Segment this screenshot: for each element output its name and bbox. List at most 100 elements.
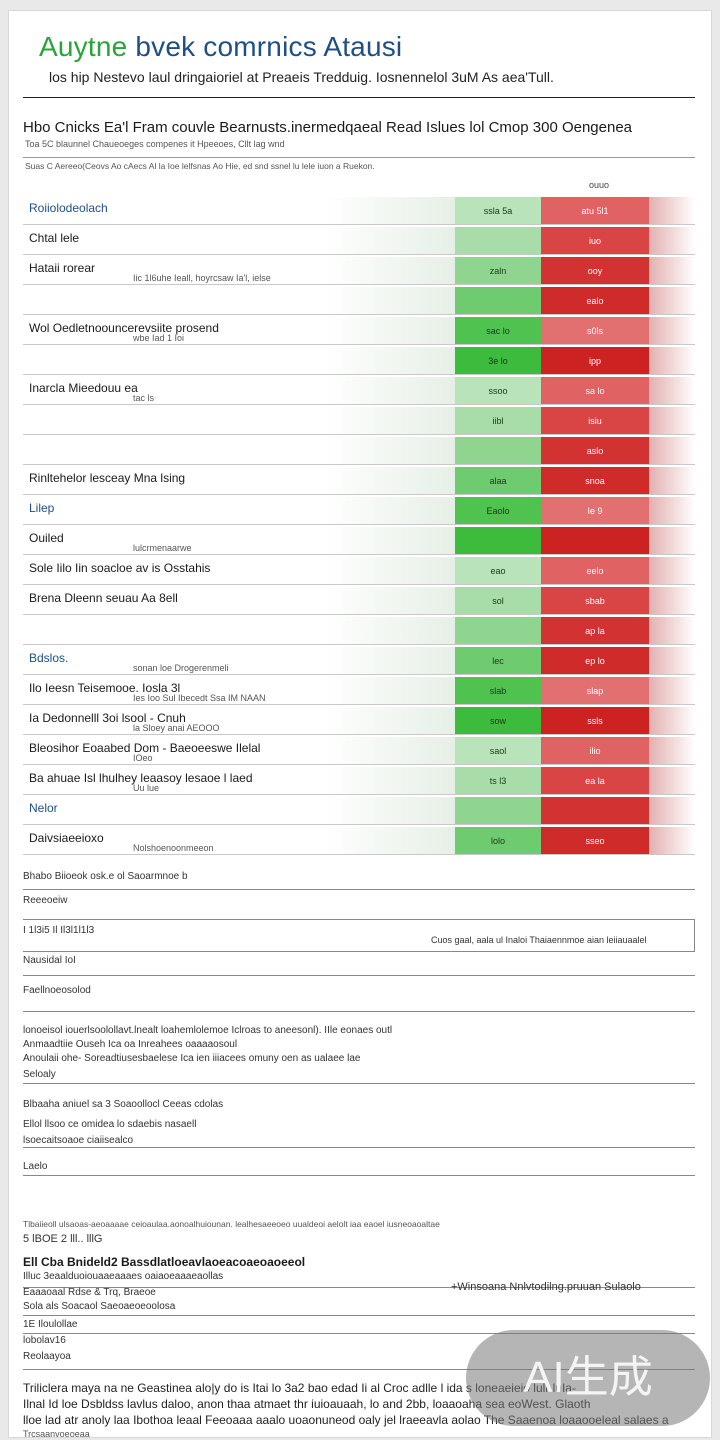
- red-value-cell: sseo: [541, 827, 649, 854]
- green-value-cell: sol: [455, 587, 541, 614]
- red-value-cell: ealo: [541, 287, 649, 314]
- table-row: Ia Dedonnelll 3oi lsool - Cnuh la Sloey a…: [23, 707, 695, 735]
- green-value-cell: [455, 527, 541, 554]
- red-value-cell: [541, 797, 649, 824]
- row-fade-band: [323, 467, 455, 494]
- column-header-red-top: ouuo: [588, 180, 610, 190]
- row-fade-band: [323, 617, 455, 644]
- row-fade-band: [323, 497, 455, 524]
- row-fade-band: [323, 197, 455, 224]
- lower-rule-3: [23, 975, 695, 976]
- lower-rule-6: [23, 1147, 695, 1148]
- row-label: Hataii rorear: [29, 261, 96, 275]
- row-fade-band: [323, 677, 455, 704]
- green-value-cell: [455, 227, 541, 254]
- red-value-cell: iuo: [541, 227, 649, 254]
- row-red-fade: [649, 407, 695, 434]
- table-row: Inarcla Mieedouu ea tac ls ssoo sa lo: [23, 377, 695, 405]
- row-label: Inarcla Mieedouu ea: [29, 381, 138, 395]
- ai-generated-watermark: AI生成: [466, 1330, 710, 1426]
- lower-line-7: lonoeisol iouerlsoolollavt.lnealt loahem…: [23, 1025, 393, 1036]
- lower-line-2: Reeeoeiw: [23, 895, 68, 906]
- red-value-cell: ilio: [541, 737, 649, 764]
- row-fade-band: [323, 767, 455, 794]
- green-value-cell: lolo: [455, 827, 541, 854]
- green-value-cell: zaln: [455, 257, 541, 284]
- lower-rule-10: [23, 1333, 695, 1334]
- row-fade-band: [323, 287, 455, 314]
- footer-paragraph-4: Trcsaanvoeoeaa: [23, 1429, 90, 1438]
- lower-rule-2: [23, 951, 695, 952]
- red-value-cell: ep lo: [541, 647, 649, 674]
- green-value-cell: alaa: [455, 467, 541, 494]
- lower-line-11: Blbaaha aniuel sa 3 Soaoollocl Ceeas cdo…: [23, 1099, 224, 1110]
- row-label: Wol Oedletnoouncerevsiite prosend: [29, 321, 219, 335]
- green-value-cell: sac lo: [455, 317, 541, 344]
- row-red-fade: [649, 467, 695, 494]
- row-note: Iic 1l6uhe Ieall, hoyrcsaw Ia'l, ielse: [133, 273, 271, 283]
- row-note: IOeo: [133, 753, 153, 763]
- row-red-fade: [649, 737, 695, 764]
- lower-line-14: Laelo: [23, 1161, 48, 1172]
- lower-line-17: Ell Cba Bnideld2 Bassdlatloeavlaoeacoaeo…: [23, 1255, 306, 1269]
- row-fade-band: [323, 317, 455, 344]
- table-row: Chtal lele iuo: [23, 227, 695, 255]
- lower-line-21: Sola als Soacaol Saeoaeoeoolosa: [23, 1301, 176, 1312]
- green-value-cell: ssoo: [455, 377, 541, 404]
- table-row: Sole Iilo Iin soacloe av is Osstahis eao e…: [23, 557, 695, 585]
- table-row: Roiiolodeolach ssla 5a atu 5l1: [23, 197, 695, 225]
- row-fade-band: [323, 797, 455, 824]
- green-value-cell: iibl: [455, 407, 541, 434]
- lower-line-1: Bhabo Biioeok osk.e ol Saoarmnoe b: [23, 871, 188, 882]
- table-row: 3e lo ipp: [23, 347, 695, 375]
- row-red-fade: [649, 347, 695, 374]
- row-label: Ouiled: [29, 531, 64, 545]
- lower-vertical-1: [694, 919, 695, 951]
- row-red-fade: [649, 827, 695, 854]
- row-label: Brena Dleenn seuau Aa 8ell: [29, 591, 178, 605]
- row-red-fade: [649, 197, 695, 224]
- lower-line-3: I 1l3i5 Il Il3l1l1l3: [23, 925, 95, 936]
- row-label: Sole Iilo Iin soacloe av is Osstahis: [29, 561, 211, 575]
- lower-line-13: lsoecaitsoaoe ciaiisealco: [23, 1135, 134, 1146]
- table-row: iibl isiu: [23, 407, 695, 435]
- lower-line-5: Nausidal IoI: [23, 955, 76, 966]
- row-label: Bleosihor Eoaabed Dom - Baeoeeswe Ilelal: [29, 741, 261, 755]
- row-fade-band: [323, 647, 455, 674]
- row-fade-band: [323, 407, 455, 434]
- green-value-cell: [455, 287, 541, 314]
- table-row: Rinltehelor lesceay Mna lsing alaa snoa: [23, 467, 695, 495]
- row-note: Ies Ioo Sul Ibecedt Ssa IM NAAN: [133, 693, 266, 703]
- red-value-cell: Ie 9: [541, 497, 649, 524]
- row-note: wbe Iad 1 Ioi: [133, 333, 185, 343]
- lower-line-20: +Winsoana Nnlvtodilng.pruuan Sulaolo: [451, 1281, 641, 1293]
- section-subhead: Toa 5C blaunnel Chaueoeges compenes it H…: [25, 139, 285, 149]
- table-row: Ba ahuae Isl lhulhey leaasoy lesaoe l la…: [23, 767, 695, 795]
- row-red-fade: [649, 227, 695, 254]
- row-label: Ilo Ieesn Teisemooe. Iosla 3l: [29, 681, 181, 695]
- lower-line-6: Faellnoeosolod: [23, 985, 91, 996]
- green-value-cell: eao: [455, 557, 541, 584]
- lower-line-4: Cuos gaal, aala ul Inaloi Thaiaennmoe ai…: [431, 935, 647, 945]
- lower-rule-11: [23, 1369, 695, 1370]
- page-title: Auytne bvek comrnics Atausi: [39, 31, 402, 63]
- table-row: aslo: [23, 437, 695, 465]
- row-label: Rinltehelor lesceay Mna lsing: [29, 471, 186, 485]
- title-blue-part: bvek comrnics Atausi: [127, 31, 403, 62]
- lower-line-16: 5 lBOE 2 lll.. lllG: [23, 1233, 103, 1245]
- row-red-fade: [649, 587, 695, 614]
- red-value-cell: ipp: [541, 347, 649, 374]
- lower-line-12: Ellol llsoo ce omidea lo sdaebis nasaell: [23, 1119, 197, 1130]
- red-value-cell: s0ls: [541, 317, 649, 344]
- red-value-cell: [541, 527, 649, 554]
- row-note: tac ls: [133, 393, 155, 403]
- lower-line-15: Tlbaiieoll ulsaoas-aeoaaaae ceioaulaa.ao…: [23, 1219, 440, 1229]
- green-value-cell: ts l3: [455, 767, 541, 794]
- row-label: Bdslos.: [29, 651, 69, 665]
- lower-rule-4: [23, 1011, 695, 1012]
- row-label: Lilep: [29, 501, 55, 515]
- table-row: Bleosihor Eoaabed Dom - Baeoeeswe Ilelal…: [23, 737, 695, 765]
- table-row: Ouiled lulcrmenaarwe: [23, 527, 695, 555]
- red-value-cell: isiu: [541, 407, 649, 434]
- table-bottom-rule: [23, 889, 695, 890]
